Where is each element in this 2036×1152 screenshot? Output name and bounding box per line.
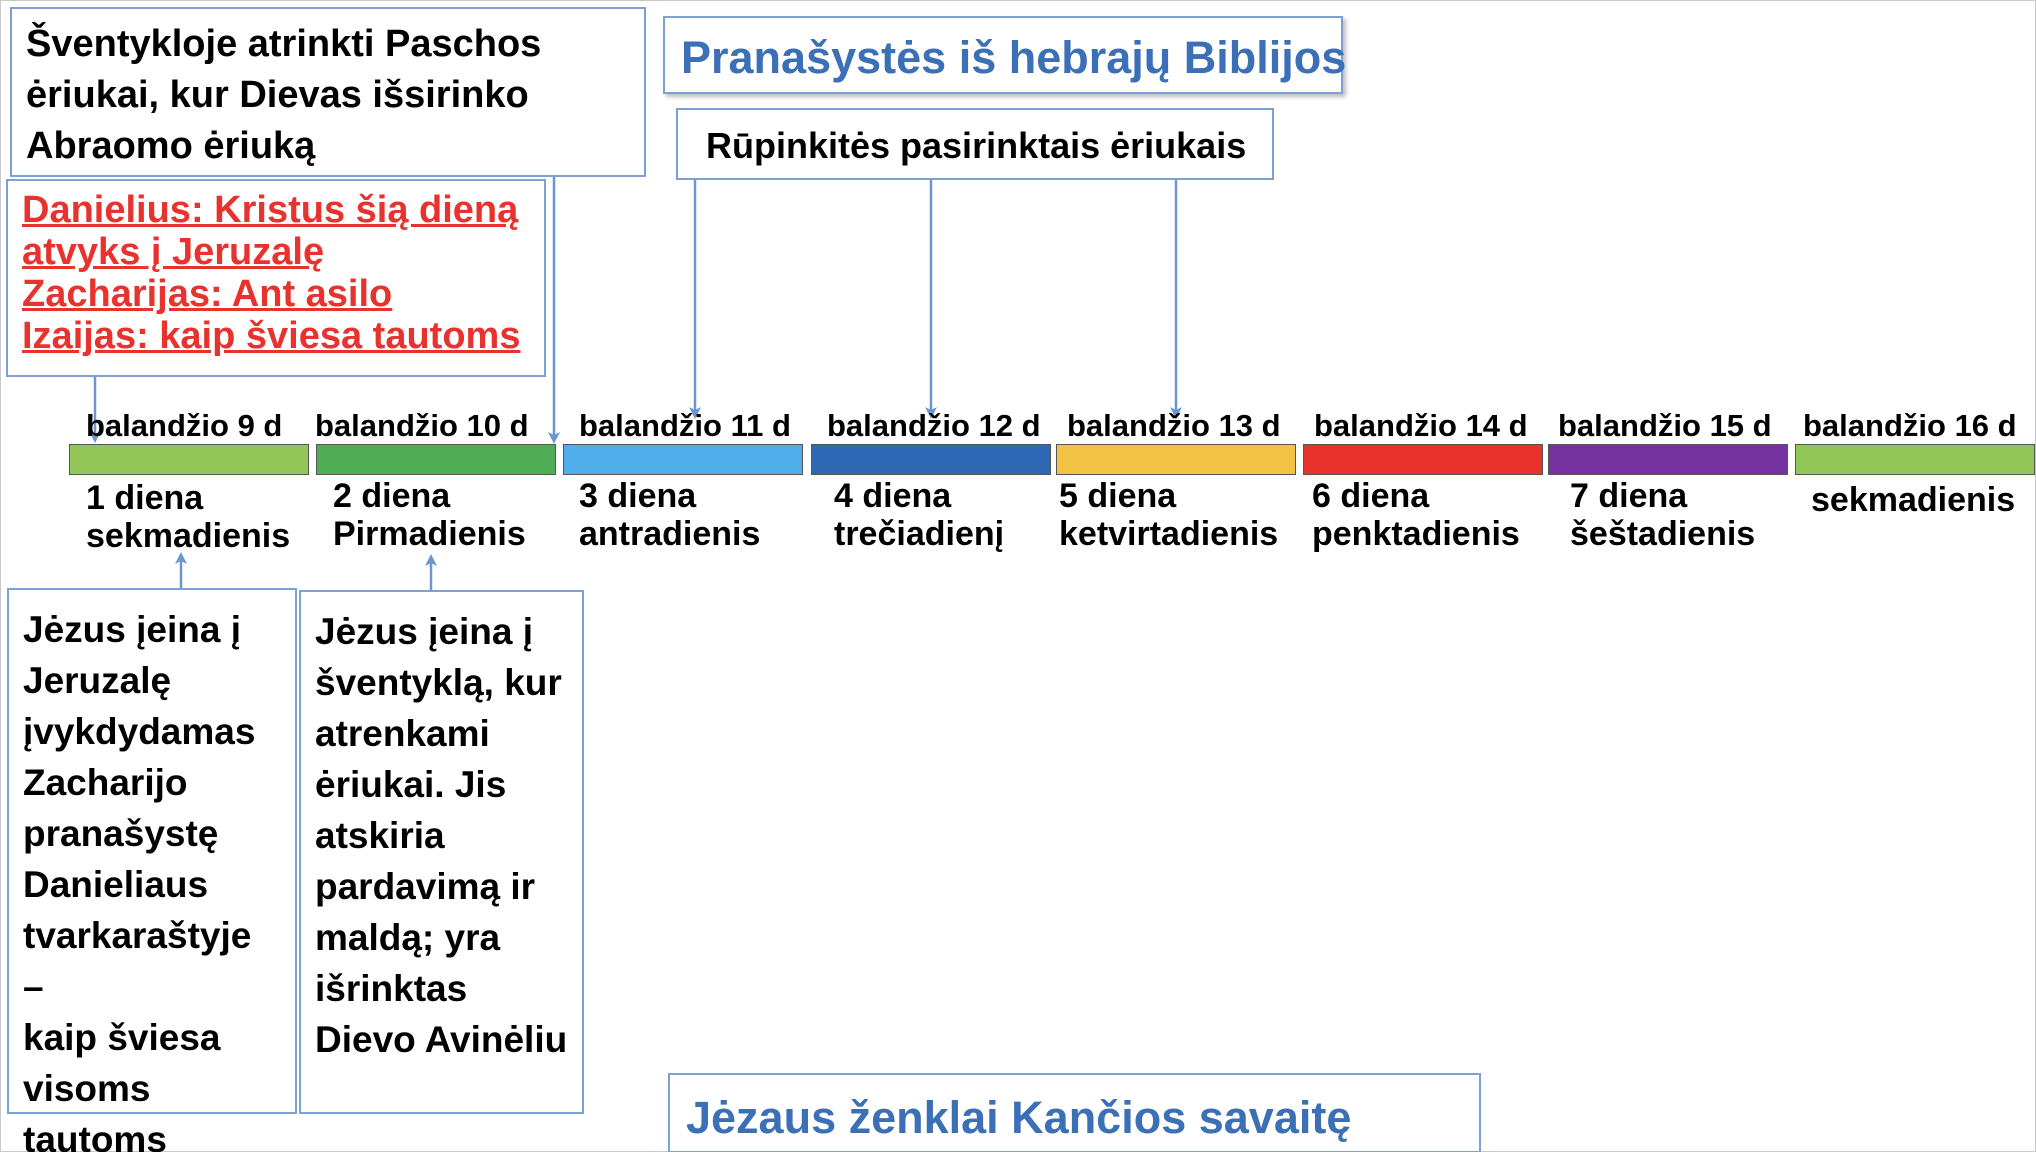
lambs-note: Rūpinkitės pasirinktais ėriukais bbox=[676, 108, 1274, 180]
day-label-1: 1 diena sekmadienis bbox=[86, 479, 290, 555]
event-line: Dievo Avinėliu bbox=[315, 1019, 568, 1060]
day-number: 7 diena bbox=[1570, 477, 1688, 515]
day-label-8: sekmadienis bbox=[1811, 481, 2015, 519]
day-label-2: 2 diena Pirmadienis bbox=[333, 477, 526, 553]
date-label-day4: balandžio 12 d bbox=[827, 408, 1041, 443]
day-bar-2 bbox=[316, 444, 556, 475]
weekday-name: Pirmadienis bbox=[333, 515, 526, 553]
day-bar-3 bbox=[563, 444, 803, 475]
date-label-day2: balandžio 10 d bbox=[315, 408, 529, 443]
date-label-day5: balandžio 13 d bbox=[1067, 408, 1281, 443]
title-top-box: Pranašystės iš hebrajų Biblijos bbox=[663, 16, 1347, 94]
date-label-day7: balandžio 15 d bbox=[1558, 408, 1772, 443]
event-line: maldą; yra bbox=[315, 917, 501, 958]
event-line: šventyklą, kur bbox=[315, 662, 562, 703]
day-bar-4 bbox=[811, 444, 1051, 475]
event-line: tvarkaraštyje – bbox=[23, 915, 252, 1007]
day-number: 2 diena bbox=[333, 477, 451, 515]
day-number: 1 diena bbox=[86, 479, 204, 517]
prophecy-line-daniel-cont: atvyks į Jeruzalę bbox=[22, 231, 325, 273]
date-label-day8: balandžio 16 d bbox=[1803, 408, 2017, 443]
event-line: Jeruzalę bbox=[23, 660, 172, 701]
weekday-name: sekmadienis bbox=[1811, 481, 2016, 519]
event-line: kaip šviesa bbox=[23, 1017, 221, 1058]
event-line: tautoms bbox=[23, 1119, 167, 1152]
event-line: ėriukai. Jis bbox=[315, 764, 507, 805]
event-line: Danieliaus bbox=[23, 864, 209, 905]
weekday-name: šeštadienis bbox=[1570, 515, 1756, 553]
day-label-7: 7 diena šeštadienis bbox=[1570, 477, 1755, 553]
temple-note-line: Šventykloje atrinkti Paschos bbox=[26, 23, 542, 65]
weekday-name: sekmadienis bbox=[86, 517, 291, 555]
day-label-3: 3 diena antradienis bbox=[579, 477, 760, 553]
day-bar-7 bbox=[1548, 444, 1788, 475]
temple-note-line: ėriukai, kur Dievas išsirinko bbox=[26, 74, 529, 116]
weekday-name: antradienis bbox=[579, 515, 761, 553]
day-bar-5 bbox=[1056, 444, 1296, 475]
prophecy-line-isaiah: Izaijas: kaip šviesa tautoms bbox=[22, 315, 521, 357]
day-number: 4 diena bbox=[834, 477, 952, 515]
event-line: atskiria bbox=[315, 815, 445, 856]
day-label-4: 4 diena trečiadienį bbox=[834, 477, 1004, 553]
title-bottom-box: Jėzaus ženklai Kančios savaitę bbox=[668, 1073, 1481, 1152]
day-number: 6 diena bbox=[1312, 477, 1430, 515]
event-line: atrenkami bbox=[315, 713, 490, 754]
event-line: Jėzus įeina į bbox=[23, 609, 241, 650]
date-label-day1: balandžio 9 d bbox=[86, 408, 283, 443]
weekday-name: trečiadienį bbox=[834, 515, 1005, 553]
event-line: įvykdydamas bbox=[23, 711, 256, 752]
event-line: visoms bbox=[23, 1068, 151, 1109]
date-label-day3: balandžio 11 d bbox=[579, 408, 791, 443]
event-line: Jėzus įeina į bbox=[315, 611, 533, 652]
prophecy-line-zechariah: Zacharijas: Ant asilo bbox=[22, 273, 393, 315]
weekday-name: ketvirtadienis bbox=[1059, 515, 1279, 553]
title-bottom: Jėzaus ženklai Kančios savaitę bbox=[686, 1092, 1352, 1143]
date-label-day6: balandžio 14 d bbox=[1314, 408, 1528, 443]
day-label-5: 5 diena ketvirtadienis bbox=[1059, 477, 1278, 553]
prophecy-line-daniel: Danielius: Kristus šią dieną bbox=[22, 189, 519, 231]
temple-lamb-note: Šventykloje atrinkti Paschos ėriukai, ku… bbox=[10, 7, 646, 177]
day-number: 5 diena bbox=[1059, 477, 1177, 515]
event-line: pardavimą ir bbox=[315, 866, 536, 907]
event-line: pranašystę bbox=[23, 813, 219, 854]
event-box-day2: Jėzus įeina į šventyklą, kur atrenkami ė… bbox=[299, 590, 584, 1114]
day-bar-1 bbox=[69, 444, 309, 475]
day-bar-6 bbox=[1303, 444, 1543, 475]
event-box-day1: Jėzus įeina į Jeruzalę įvykdydamas Zacha… bbox=[7, 588, 297, 1152]
title-top: Pranašystės iš hebrajų Biblijos bbox=[681, 32, 1347, 83]
day-bar-8 bbox=[1795, 444, 2035, 475]
day-number: 3 diena bbox=[579, 477, 697, 515]
lambs-note-text: Rūpinkitės pasirinktais ėriukais bbox=[706, 125, 1247, 166]
event-line: Zacharijo bbox=[23, 762, 188, 803]
prophecy-note: Danielius: Kristus šią dieną atvyks į Je… bbox=[6, 179, 546, 377]
temple-note-line: Abraomo ėriuką bbox=[26, 125, 316, 167]
day-label-6: 6 diena penktadienis bbox=[1312, 477, 1520, 553]
event-line: išrinktas bbox=[315, 968, 468, 1009]
weekday-name: penktadienis bbox=[1312, 515, 1520, 553]
